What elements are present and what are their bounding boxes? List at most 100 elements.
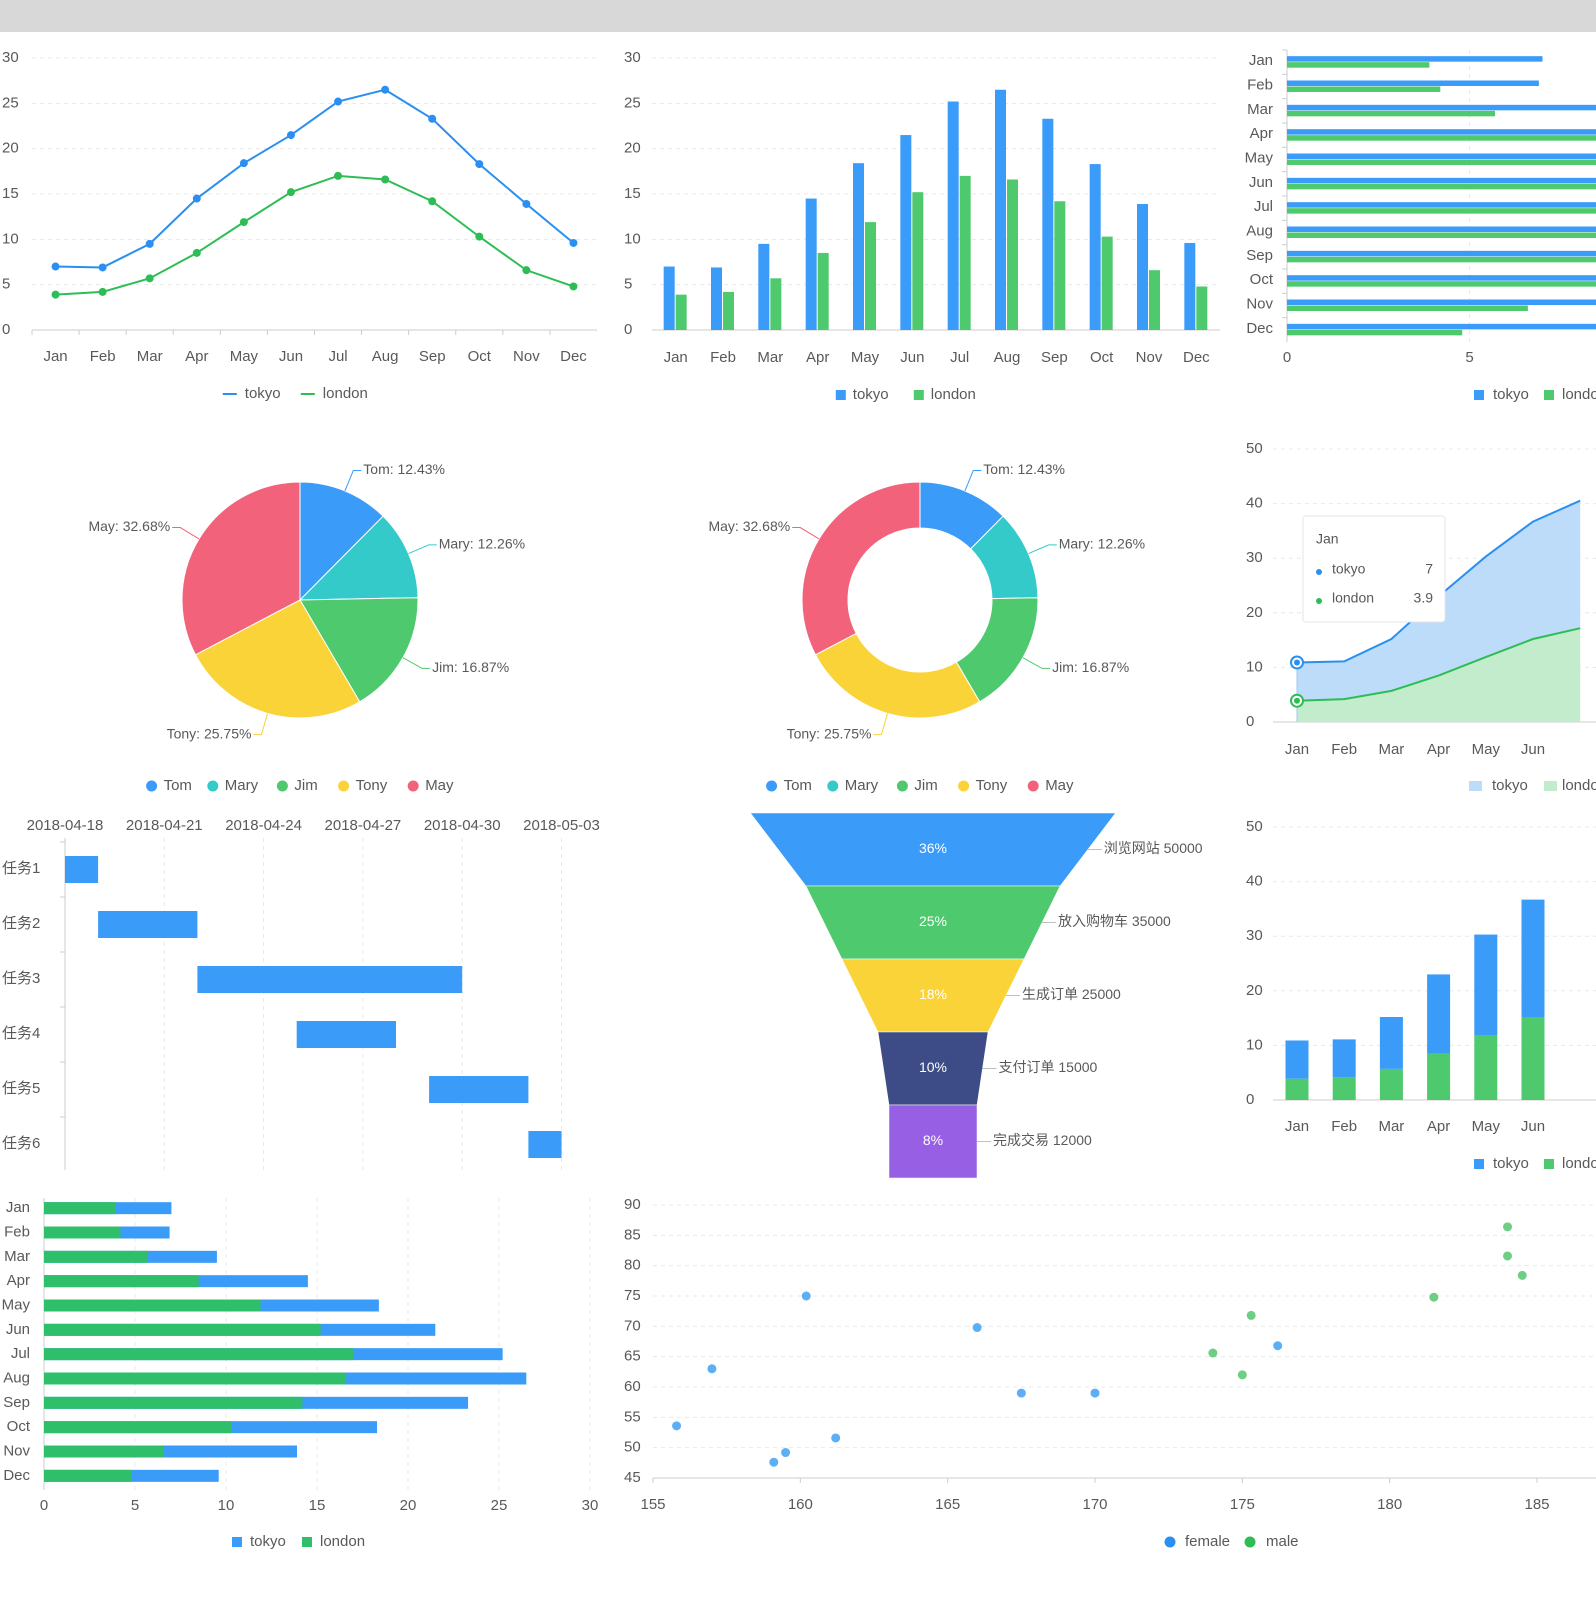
series-line-tokyo [55,88,575,269]
y-tick-label: 60 [624,1378,641,1395]
task-label: 任务5 [2,1080,40,1097]
scatter-point-female [1090,1388,1100,1398]
x-tick-label: 20 [400,1497,417,1514]
x-tick-label: Aug [372,348,399,365]
legend-label-0: Tom [784,777,812,794]
y-tick-label: 65 [624,1348,641,1365]
x-tick-label: 15 [309,1497,326,1514]
label-line [873,713,888,736]
legend-marker [896,780,908,792]
legend-marker [958,780,970,792]
bar-london [44,1323,321,1336]
funnel-label: 浏览网站 50000 [1104,840,1203,856]
bar-london [1007,179,1018,330]
bar-london [1287,281,1596,287]
scatter-point-female [672,1421,682,1431]
label-line [253,713,268,736]
bar-tokyo [1287,129,1596,135]
funnel-stage [888,1104,978,1179]
bar-tokyo [1287,104,1596,111]
scatter-point-female [769,1457,779,1467]
legend-marker [1469,781,1482,791]
data-point [381,175,390,184]
label-line [408,544,437,555]
legend-label-1: london [1562,386,1596,403]
bar-london [44,1396,303,1409]
data-point [145,274,154,283]
bar-london [770,278,782,330]
slice-tony [814,632,981,719]
pie-chart: Tom: 12.43% Mary: 12.26% Jim: 16.87% Tony: … [88,461,525,794]
x-tick-label: 2018-04-27 [325,817,402,834]
bar-tokyo [1427,974,1451,1054]
bar-london [1287,305,1528,311]
scatter-chart-panel: 45 50 55 60 65 70 75 80 85 90 155 160 165 170 175 180 18… [620,1190,1596,1608]
bar-london [1285,1078,1309,1100]
bar-tokyo [1287,275,1596,281]
bar-tokyo [1287,56,1543,62]
task-bar [429,1076,529,1103]
bar-london [44,1421,232,1434]
legend-label-2: Jim [914,777,937,794]
task-label: 任务6 [2,1135,40,1152]
y-tick-label: 30 [2,49,19,66]
slice-label: Tom: 12.43% [363,461,445,477]
funnel-percent: 25% [919,913,947,929]
label-line [172,527,200,540]
y-tick-label: Oct [7,1418,31,1435]
legend-label-1: male [1266,1533,1299,1550]
y-tick-label: 20 [1246,982,1263,999]
bar-london [44,1372,347,1385]
legend-label-0: tokyo [245,385,281,402]
legend-marker [1027,780,1039,792]
tooltip-marker [1316,569,1322,575]
label-line [402,657,431,669]
x-tick-label: May [851,349,880,366]
line-chart: 0 5 10 15 20 25 30 Jan Feb Mar Apr May Jun Jul Aug Sep O… [2,49,597,402]
slice-label: Mary: 12.26% [439,536,525,552]
legend-marker [232,1537,242,1547]
scatter-point-male [1237,1370,1247,1380]
x-tick-label: May [1472,741,1501,758]
x-tick-label: Jun [1521,1118,1545,1135]
x-tick-label: May [230,348,259,365]
x-tick-label: Apr [1427,741,1450,758]
y-tick-label: 10 [2,230,19,247]
x-tick-label: Jan [43,348,67,365]
funnel-percent: 36% [919,840,947,856]
slice-label: May: 32.68% [708,518,790,534]
scatter-point-female [1273,1341,1283,1351]
y-tick-label: 90 [624,1196,641,1213]
legend-marker [827,780,839,792]
x-tick-label: Mar [1378,741,1404,758]
slice-label: Mary: 12.26% [1059,536,1145,552]
slice-label: May: 32.68% [88,518,170,534]
y-tick-label: 10 [1246,1036,1263,1053]
x-tick-label: May [1472,1118,1501,1135]
bar-london [1287,62,1430,68]
x-tick-label: Jan [664,349,688,366]
x-tick-label: Jun [279,348,303,365]
slice-label: Tony: 25.75% [167,725,252,741]
y-tick-label: 50 [1246,440,1263,457]
y-tick-label: Jun [1249,174,1273,191]
label-line [792,527,820,540]
bar-tokyo [1287,153,1596,159]
bar-tokyo [947,101,959,330]
bar-london [1287,208,1596,214]
y-tick-label: 50 [624,1439,641,1456]
y-tick-label: 0 [1246,1091,1254,1108]
y-tick-label: 30 [1246,927,1263,944]
x-tick-label: Jun [900,349,924,366]
slice-label: Jim: 16.87% [432,659,509,675]
scatter-point-male [1503,1222,1513,1232]
bar-london [44,1348,354,1361]
column-chart: 0 5 10 15 20 25 30 Jan Feb Mar Apr May Jun Jul Aug Sep O… [624,49,1220,403]
tooltip-series-name: london [1332,590,1374,606]
data-point [475,232,484,241]
x-tick-label: 160 [788,1496,813,1513]
window-top-bar [0,0,1596,32]
y-tick-label: 30 [624,49,641,66]
bar-london [1287,135,1596,141]
y-tick-label: Oct [1250,271,1274,288]
